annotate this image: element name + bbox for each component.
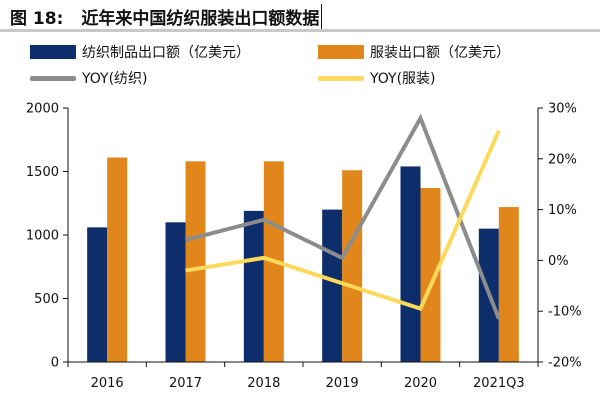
figure-title: 近年来中国纺织服装出口额数据	[81, 3, 323, 29]
legend-swatch-textile-yoy	[30, 75, 76, 81]
x-tick-label: 2019	[326, 376, 359, 391]
legend-swatch-textile	[30, 45, 76, 59]
bar-textile-2019	[322, 209, 343, 362]
legend-item-apparel-yoy: YOY(服装)	[318, 68, 436, 88]
y-left-tick-label: 2000	[26, 102, 59, 117]
legend-item-textile-yoy: YOY(纺织)	[30, 68, 148, 88]
figure-label: 图 18:	[10, 8, 64, 29]
bar-textile-2020	[400, 166, 421, 362]
y-left-tick-label: 500	[34, 292, 59, 307]
figure-header: 图 18: 近年来中国纺织服装出口额数据	[0, 0, 600, 32]
y-left-tick-label: 1000	[26, 229, 59, 244]
y-right-tick-label: 0%	[548, 254, 569, 269]
x-tick-label: 2021Q3	[473, 376, 525, 391]
legend-item-textile: 纺织制品出口额（亿美元）	[30, 42, 250, 62]
bar-apparel-2020	[420, 188, 441, 362]
y-left-tick-label: 1500	[26, 165, 59, 180]
y-right-tick-label: -10%	[548, 305, 582, 320]
x-tick-label: 2018	[247, 376, 280, 391]
bar-textile-2017	[165, 222, 186, 362]
y-right-tick-label: -20%	[548, 356, 582, 371]
y-right-tick-label: 10%	[548, 203, 577, 218]
legend-label-textile-yoy: YOY(纺织)	[82, 71, 148, 87]
legend-item-apparel: 服装出口额（亿美元）	[318, 42, 510, 62]
legend-label-apparel-yoy: YOY(服装)	[370, 71, 436, 87]
bar-textile-2018	[243, 210, 264, 362]
bar-apparel-2019	[342, 170, 363, 362]
bar-textile-2016	[87, 227, 108, 362]
bar-apparel-2016	[107, 157, 128, 362]
x-tick-label: 2016	[91, 376, 124, 391]
header-divider	[0, 29, 600, 32]
y-right-tick-label: 20%	[548, 152, 577, 167]
legend-label-textile: 纺织制品出口额（亿美元）	[82, 45, 250, 61]
line-textile-yoy	[184, 113, 501, 320]
y-right-tick-label: 30%	[548, 102, 577, 117]
y-left-tick-label: 0	[51, 356, 59, 371]
chart-legend: 纺织制品出口额（亿美元） 服装出口额（亿美元） YOY(纺织) YOY(服装)	[0, 40, 600, 92]
legend-swatch-apparel	[318, 45, 364, 59]
legend-label-apparel: 服装出口额（亿美元）	[370, 45, 510, 61]
line-apparel-yoy	[185, 130, 501, 312]
bar-apparel-2021Q3	[498, 207, 519, 362]
x-tick-label: 2020	[404, 376, 437, 391]
legend-swatch-apparel-yoy	[318, 75, 364, 81]
x-tick-label: 2017	[169, 376, 202, 391]
bar-apparel-2017	[185, 161, 206, 362]
